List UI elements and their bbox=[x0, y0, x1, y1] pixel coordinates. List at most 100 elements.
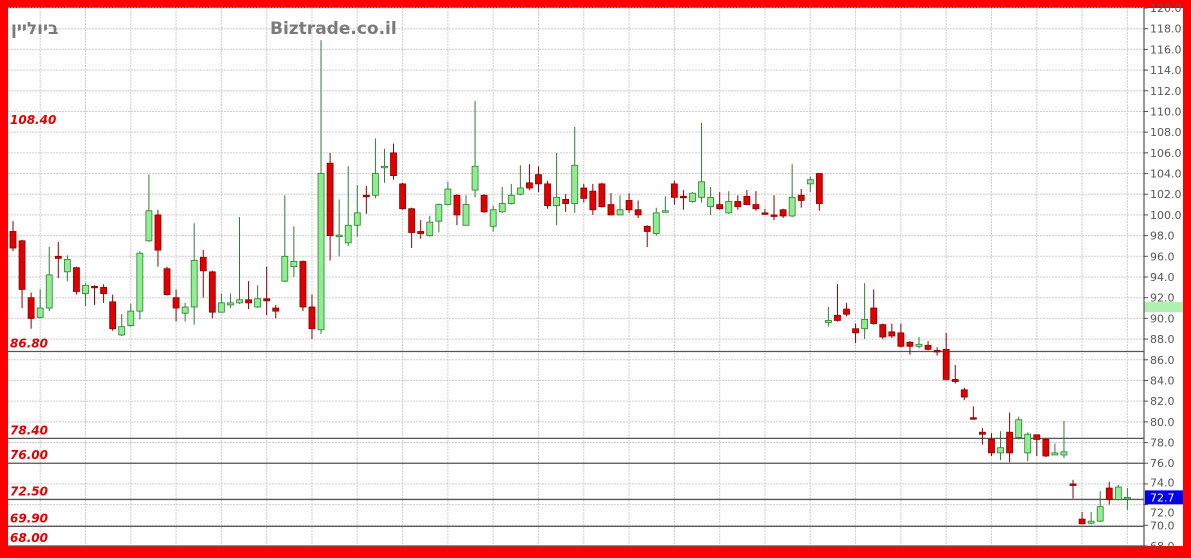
candle-body-up bbox=[435, 204, 443, 222]
candle-body-up bbox=[181, 306, 189, 314]
candle-body-up bbox=[806, 179, 814, 185]
candle-body-up bbox=[136, 252, 144, 312]
candle-body-down bbox=[870, 307, 878, 324]
y-tick-label: 72.0 bbox=[1150, 506, 1175, 519]
candle-body-down bbox=[245, 299, 252, 304]
y-tick-label: 98.0 bbox=[1150, 230, 1175, 243]
candle-body-up bbox=[861, 319, 869, 330]
candle-body-up bbox=[444, 188, 452, 205]
candle-body-down bbox=[208, 271, 216, 313]
candle-body-down bbox=[54, 255, 62, 259]
candle-body-down bbox=[843, 308, 850, 315]
candle-body-up bbox=[335, 234, 343, 237]
candle-body-up bbox=[997, 447, 1004, 454]
candle-body-down bbox=[272, 307, 280, 312]
level-label: 68.00 bbox=[10, 531, 48, 545]
candle-body-down bbox=[834, 314, 841, 321]
candle-body-down bbox=[172, 297, 180, 309]
candle-body-down bbox=[1105, 487, 1113, 500]
candle-body-up bbox=[1024, 433, 1032, 454]
y-tick-label: 92.0 bbox=[1150, 292, 1175, 305]
y-tick-label: 90.0 bbox=[1150, 312, 1175, 325]
y-tick-label: 74.0 bbox=[1150, 476, 1175, 489]
candle-body-down bbox=[199, 256, 207, 272]
candle-body-down bbox=[544, 183, 551, 207]
candle-body-up bbox=[63, 259, 71, 273]
y-tick-label: 82.0 bbox=[1150, 395, 1175, 408]
site-watermark: Biztrade.co.il bbox=[270, 19, 397, 39]
candle-body-down bbox=[154, 214, 162, 251]
candle-body-down bbox=[163, 268, 171, 295]
candle-body-up bbox=[462, 204, 470, 226]
y-tick-label: 96.0 bbox=[1150, 250, 1175, 263]
y-tick-label: 88.0 bbox=[1150, 333, 1175, 346]
y-tick-label: 116.0 bbox=[1150, 43, 1182, 56]
candle-body-up bbox=[1123, 496, 1131, 500]
candle-body-down bbox=[562, 199, 570, 204]
candle-body-up bbox=[915, 343, 923, 347]
candle-body-up bbox=[1087, 520, 1095, 524]
candle-body-down bbox=[643, 225, 651, 232]
candle-body-down bbox=[960, 389, 968, 398]
candle-body-down bbox=[988, 439, 995, 454]
y-tick-label: 68.0 bbox=[1150, 540, 1175, 553]
candle-body-up bbox=[571, 164, 579, 204]
candle-body-up bbox=[507, 194, 515, 204]
candle-body-up bbox=[381, 165, 388, 169]
level-label: 72.50 bbox=[10, 484, 48, 498]
candle-body-up bbox=[190, 260, 198, 308]
candle-body-up bbox=[227, 302, 234, 306]
candle-body-down bbox=[18, 240, 26, 290]
candle-body-down bbox=[480, 194, 488, 213]
y-tick-label: 100.0 bbox=[1150, 209, 1182, 222]
candle-body-down bbox=[734, 201, 742, 208]
candle-body-up bbox=[344, 224, 352, 244]
candle-body-up bbox=[45, 274, 53, 309]
candle-body-up bbox=[118, 326, 126, 336]
candle-body-down bbox=[308, 306, 316, 330]
candle-body-up bbox=[82, 284, 89, 294]
candle-body-up bbox=[661, 210, 669, 213]
candle-body-up bbox=[371, 173, 379, 196]
last-price-label: 72.7 bbox=[1150, 491, 1175, 504]
instrument-name: ביוליין bbox=[11, 19, 59, 39]
level-label: 78.40 bbox=[10, 423, 48, 437]
candle-body-up bbox=[1015, 419, 1023, 438]
candle-body-down bbox=[670, 183, 678, 198]
candle-body-up bbox=[36, 307, 44, 318]
candle-body-down bbox=[598, 183, 606, 208]
candle-body-up bbox=[317, 173, 325, 331]
candle-body-down bbox=[933, 350, 941, 353]
candle-body-down bbox=[1033, 434, 1041, 440]
candle-body-down bbox=[535, 174, 542, 185]
candle-body-down bbox=[109, 301, 117, 330]
y-tick-label: 78.0 bbox=[1150, 437, 1175, 450]
candle-body-down bbox=[979, 431, 986, 435]
candle-body-down bbox=[743, 195, 751, 205]
candle-body-up bbox=[1060, 451, 1068, 456]
candle-body-down bbox=[815, 173, 823, 204]
candle-body-down bbox=[888, 331, 896, 337]
candle-body-up bbox=[489, 209, 497, 227]
y-tick-label: 120.0 bbox=[1150, 2, 1182, 15]
candle-body-up bbox=[217, 302, 225, 313]
y-tick-label: 118.0 bbox=[1150, 23, 1182, 36]
y-tick-label: 104.0 bbox=[1150, 168, 1182, 181]
y-tick-label: 84.0 bbox=[1150, 374, 1175, 387]
y-tick-label: 110.0 bbox=[1150, 105, 1182, 118]
candle-body-down bbox=[752, 204, 760, 210]
candle-body-down bbox=[906, 341, 914, 347]
candle-body-down bbox=[73, 267, 80, 292]
candle-body-down bbox=[399, 183, 406, 210]
y-tick-label: 76.0 bbox=[1150, 457, 1175, 470]
axis-highlight-band bbox=[1144, 301, 1183, 313]
candle-body-up bbox=[698, 181, 705, 198]
candle-body-down bbox=[634, 209, 642, 216]
y-tick-label: 108.0 bbox=[1150, 126, 1182, 139]
last-price-tag bbox=[1145, 490, 1183, 505]
candle-body-up bbox=[1051, 452, 1059, 456]
candle-body-down bbox=[607, 204, 615, 216]
candle-body-up bbox=[725, 201, 733, 214]
candle-body-down bbox=[1006, 431, 1013, 454]
level-label: 69.90 bbox=[10, 511, 48, 525]
